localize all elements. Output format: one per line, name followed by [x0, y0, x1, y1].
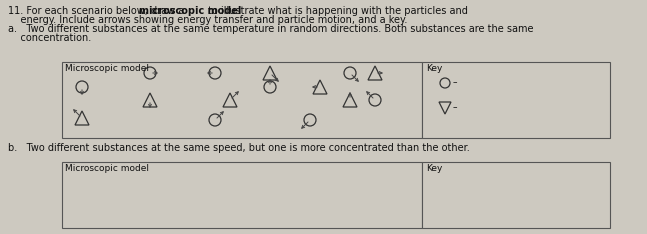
Text: –: –	[453, 78, 457, 87]
Text: to illustrate what is happening with the particles and: to illustrate what is happening with the…	[204, 6, 467, 16]
Text: energy. Include arrows showing energy transfer and particle motion, and a key.: energy. Include arrows showing energy tr…	[8, 15, 408, 25]
Text: Key: Key	[426, 164, 443, 173]
Text: –: –	[453, 103, 457, 112]
Bar	[422, 162, 610, 228]
Text: b.   Two different substances at the same speed, but one is more concentrated th: b. Two different substances at the same …	[8, 143, 470, 153]
Bar	[62, 62, 422, 138]
Text: a.   Two different substances at the same temperature in random directions. Both: a. Two different substances at the same …	[8, 24, 534, 34]
Text: 11. For each scenario below, draw a: 11. For each scenario below, draw a	[8, 6, 188, 16]
Text: concentration.: concentration.	[8, 33, 91, 43]
Bar	[422, 62, 610, 138]
Bar	[62, 162, 422, 228]
Text: Key: Key	[426, 64, 443, 73]
Text: Microscopic model: Microscopic model	[65, 64, 149, 73]
Text: Microscopic model: Microscopic model	[65, 164, 149, 173]
Text: microscopic model: microscopic model	[139, 6, 242, 16]
